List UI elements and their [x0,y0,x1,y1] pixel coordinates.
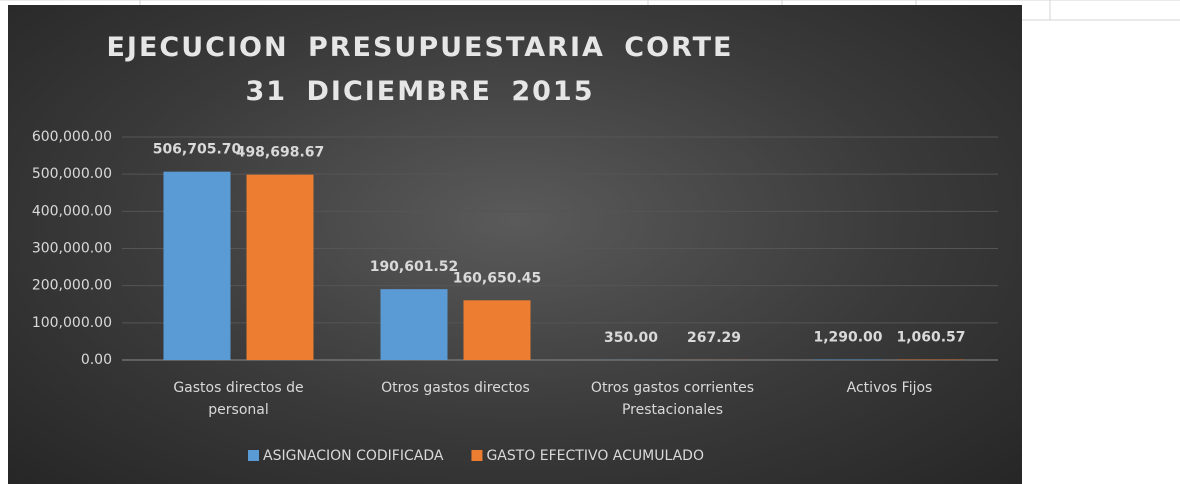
legend-swatch [248,450,259,461]
data-label: 1,060.57 [896,330,965,346]
x-tick-label: Otros gastos corrientes Prestacionales [591,380,754,418]
bar [380,289,448,360]
data-label: 498,698.67 [236,145,325,161]
y-tick-label: 200,000.00 [32,278,112,294]
x-tick-label: Otros gastos directos [381,380,530,396]
legend-label: ASIGNACION CODIFICADA [263,448,444,464]
data-label: 190,601.52 [370,259,459,275]
bar [463,300,531,360]
data-label: 1,290.00 [813,330,882,346]
legend-label: GASTO EFECTIVO ACUMULADO [486,448,704,464]
y-tick-label: 600,000.00 [32,129,112,145]
y-tick-label: 500,000.00 [32,166,112,182]
legend-swatch [471,450,483,461]
data-label: 506,705.70 [153,142,242,158]
y-tick-label: 100,000.00 [32,315,112,331]
bar [246,174,314,360]
y-tick-label: 300,000.00 [32,241,112,257]
x-tick-label: Activos Fijos [847,380,933,396]
x-tick-label: Gastos directos de personal [173,380,303,418]
chart-title: EJECUCION PRESUPUESTARIA CORTE 31 DICIEM… [106,32,734,107]
y-tick-label: 400,000.00 [32,203,112,219]
y-tick-label: 0.00 [81,352,112,368]
data-label: 160,650.45 [453,270,542,286]
data-label: 350.00 [604,330,658,346]
bar [163,171,231,360]
data-label: 267.29 [687,330,741,346]
